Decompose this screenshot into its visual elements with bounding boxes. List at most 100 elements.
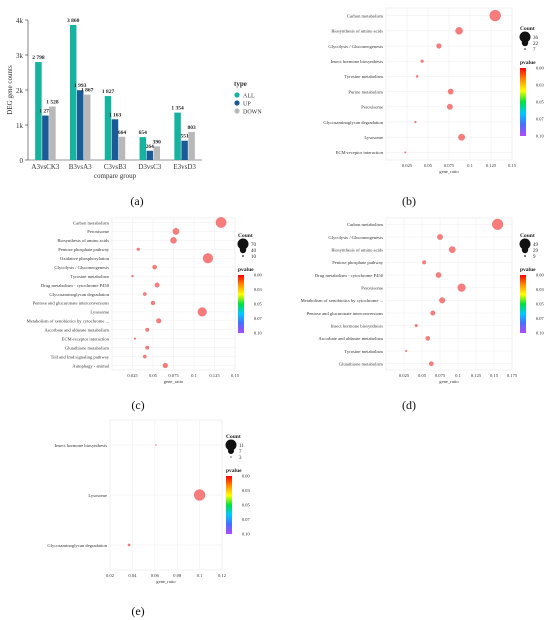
data-point (202, 253, 213, 264)
size-legend-dot (239, 246, 247, 254)
category-label: Pentose and glucuronate interconversions (307, 311, 384, 316)
data-point (127, 543, 131, 547)
size-legend-dot (519, 31, 531, 43)
bar (174, 112, 181, 160)
panel-a: 0 1k 2k 3k 4k DEG gene counts compare group A3v… (6, 17, 262, 208)
category-label: Biosynthesis of amino acids (331, 247, 383, 252)
category-label: Biosynthesis of amino acids (57, 238, 109, 243)
size-legend-dot (524, 255, 526, 257)
bar-value-label: 551 (180, 134, 189, 140)
color-tick-label: 0.05 (254, 302, 262, 307)
color-tick-label: 0.00 (536, 66, 544, 71)
category-label: ECM-receptor interaction (336, 150, 384, 155)
data-point (215, 217, 227, 228)
data-point (197, 307, 207, 317)
size-legend-title: Count (520, 233, 535, 239)
x-tick-label: 0.175 (507, 373, 518, 378)
x-tick-label: 0.075 (168, 373, 179, 378)
color-legend-title: pvalue (520, 267, 536, 273)
category-label: Tyrosine metabolism (344, 349, 383, 354)
bar-value-label: 654 (139, 130, 148, 136)
legend-label: ALL (243, 94, 255, 100)
color-tick-label: 0.00 (242, 474, 250, 479)
data-point (136, 247, 140, 251)
x-axis-title: gene_ratio (156, 579, 176, 584)
legend-swatch (234, 108, 240, 114)
color-tick-label: 0.07 (536, 117, 544, 122)
panel-b: Carbon metabolism Biosynthesis of amino a… (323, 7, 544, 208)
bar-value-label: 1 993 (74, 83, 87, 89)
category-label: Insect hormone biosynthesis (331, 323, 384, 328)
data-point (172, 228, 180, 235)
data-point (422, 260, 427, 265)
size-legend-dot (230, 456, 232, 458)
data-point (193, 489, 206, 501)
size-legend-title: Count (238, 233, 253, 239)
data-point (156, 318, 162, 324)
category-label: Carbon metabolism (347, 13, 384, 18)
x-tick-label: 0.075 (435, 373, 446, 378)
size-legend-label: 29 (533, 249, 539, 254)
caption: (c) (131, 398, 144, 412)
size-legend-label: 7 (239, 450, 242, 455)
category-label: Drug metabolism - cytochrome P450 (315, 273, 384, 278)
category-label: Drug metabolism - cytochrome P450 (41, 283, 110, 288)
x-tick-label: 0.15 (231, 373, 240, 378)
data-point (414, 120, 417, 124)
y-tick-label: 0 (20, 157, 24, 165)
x-tick-label: 0.025 (399, 373, 410, 378)
x-tick-label: A3vsCK3 (31, 163, 60, 171)
data-point (437, 234, 443, 240)
size-legend-label: 9 (533, 255, 536, 260)
legend-label: DOWN (243, 110, 262, 116)
size-legend-dot (225, 439, 237, 451)
x-tick-label: 0.025 (127, 373, 138, 378)
bar (35, 62, 42, 160)
caption: (b) (402, 194, 416, 208)
data-point (404, 151, 407, 154)
data-point (489, 9, 501, 22)
bar (49, 106, 56, 160)
x-tick-label: 0.05 (418, 373, 427, 378)
data-point (150, 300, 156, 306)
category-label: Glycosaminoglycan degradation (49, 292, 109, 297)
color-tick-label: 0.00 (254, 273, 262, 278)
bar (139, 137, 147, 160)
category-label: Peroxisome (361, 285, 383, 290)
bar-value-label: 1 163 (109, 112, 122, 118)
data-point (492, 218, 504, 230)
x-tick-label: 0.1 (191, 373, 197, 378)
data-point (154, 282, 160, 288)
caption-a: (a) (130, 194, 143, 208)
category-label: Carbon metabolism (347, 222, 384, 227)
category-label: Carbon metabolism (73, 220, 110, 225)
category-label: Lysosome (364, 135, 383, 140)
category-label: Pentose and glucuronate interconversions (33, 301, 110, 306)
bar-value-label: 1 867 (81, 88, 94, 94)
bar-value-label: 1 528 (46, 100, 59, 106)
x-tick-label: 0.15 (508, 163, 517, 168)
category-label: ECM-receptor interaction (62, 337, 110, 342)
color-tick-label: 0.10 (242, 532, 250, 537)
bar (188, 131, 195, 160)
size-legend-title: Count (520, 26, 535, 32)
color-tick-label: 0.07 (536, 316, 544, 321)
caption: (e) (131, 604, 144, 618)
category-label: Glycosaminoglycan degradation (323, 120, 383, 125)
x-axis-title: compare group (94, 172, 137, 180)
size-legend-label: 70 (251, 243, 257, 248)
color-tick-label: 0.10 (536, 134, 544, 139)
data-point (405, 349, 408, 353)
data-point (142, 292, 147, 296)
data-point (458, 133, 465, 141)
size-legend-dot (524, 48, 526, 50)
data-point (133, 337, 137, 340)
category-label: Glycosaminoglycan degradation (47, 543, 107, 548)
x-tick-label: 0.06 (151, 573, 160, 578)
category-label: Glycolysis / Gluconeogenesis (54, 265, 109, 270)
bar-value-label: 803 (187, 125, 196, 131)
color-tick-label: 0.03 (254, 287, 262, 292)
bar (83, 94, 91, 160)
x-tick-label: 0.02 (106, 573, 115, 578)
legend-label: UP (243, 102, 251, 108)
